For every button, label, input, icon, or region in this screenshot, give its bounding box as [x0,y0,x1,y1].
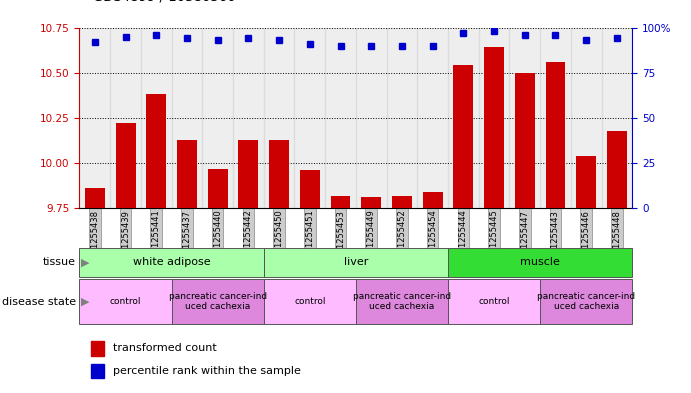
Bar [294,28,325,208]
FancyBboxPatch shape [540,279,632,324]
Text: control: control [110,297,141,306]
Bar [264,28,294,208]
Bar [171,28,202,208]
Bar [484,48,504,208]
Bar [91,364,104,378]
Bar [576,156,596,208]
Bar [79,28,110,208]
Text: pancreatic cancer-ind
uced cachexia: pancreatic cancer-ind uced cachexia [537,292,635,311]
Bar [479,28,509,208]
Bar [571,28,602,208]
Bar [91,341,104,356]
Text: pancreatic cancer-ind
uced cachexia: pancreatic cancer-ind uced cachexia [169,292,267,311]
Text: liver: liver [343,257,368,267]
FancyBboxPatch shape [79,279,171,324]
Bar [233,28,264,208]
Bar [386,28,417,208]
Text: GDS4899 / 10380560: GDS4899 / 10380560 [93,0,236,4]
FancyBboxPatch shape [448,279,540,324]
Text: white adipose: white adipose [133,257,211,267]
Bar [509,28,540,208]
Text: ▶: ▶ [81,257,89,267]
Bar [85,188,105,208]
Bar [238,140,258,208]
Bar [177,140,197,208]
Bar [515,73,535,208]
Bar [607,130,627,208]
Text: tissue: tissue [43,257,76,267]
FancyBboxPatch shape [356,279,448,324]
Bar [417,28,448,208]
Text: percentile rank within the sample: percentile rank within the sample [113,366,301,376]
Text: pancreatic cancer-ind
uced cachexia: pancreatic cancer-ind uced cachexia [353,292,451,311]
Bar [361,197,381,208]
Bar [269,140,289,208]
Text: ▶: ▶ [81,297,89,307]
Bar [540,28,571,208]
Text: control: control [478,297,510,306]
Bar [356,28,386,208]
FancyBboxPatch shape [264,248,448,277]
Bar [208,169,227,208]
Text: muscle: muscle [520,257,560,267]
FancyBboxPatch shape [264,279,356,324]
Bar [300,170,320,208]
Text: disease state: disease state [2,297,76,307]
FancyBboxPatch shape [448,248,632,277]
Bar [453,66,473,208]
Bar [392,196,412,208]
Bar [545,62,565,208]
Bar [325,28,356,208]
Text: transformed count: transformed count [113,343,216,353]
FancyBboxPatch shape [171,279,264,324]
FancyBboxPatch shape [79,248,264,277]
Bar [115,123,135,208]
Bar [141,28,171,208]
Bar [423,192,443,208]
Bar [146,94,167,208]
Bar [202,28,233,208]
Bar [448,28,479,208]
Bar [602,28,632,208]
Text: control: control [294,297,325,306]
Bar [110,28,141,208]
Bar [330,196,350,208]
